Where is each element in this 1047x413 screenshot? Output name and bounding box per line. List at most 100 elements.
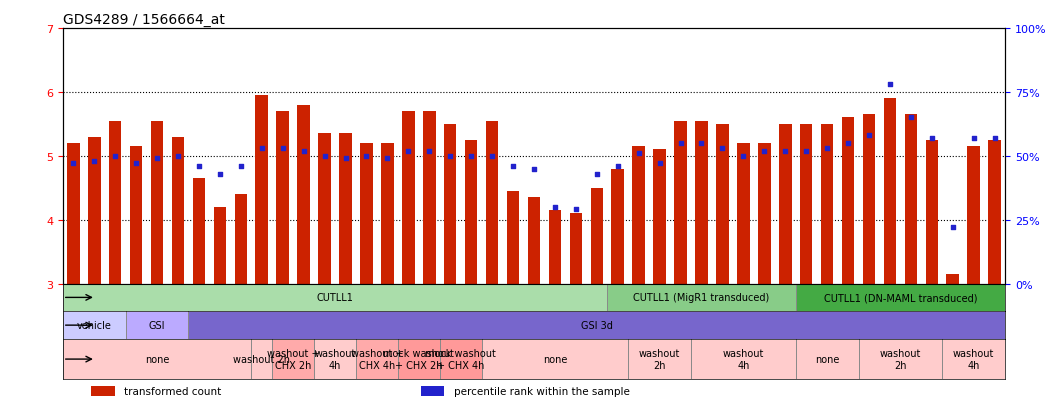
Bar (926, 140, 938, 284)
Bar (109, 121, 121, 284)
Text: CUTLL1 (MigR1 transduced): CUTLL1 (MigR1 transduced) (633, 293, 770, 303)
Bar (695, 121, 708, 284)
Point (735, 153, 752, 160)
Bar (172, 137, 184, 284)
Bar (967, 147, 980, 284)
Bar (486, 121, 498, 284)
Bar (360, 144, 373, 284)
Point (651, 161, 668, 167)
Point (923, 135, 940, 142)
Text: transformed count: transformed count (124, 386, 221, 396)
Text: washout 2h: washout 2h (233, 354, 290, 364)
Point (567, 206, 584, 213)
Point (672, 140, 689, 147)
Point (86, 158, 103, 165)
Text: washout +
CHX 4h: washout + CHX 4h (351, 349, 403, 370)
Bar (821, 124, 833, 284)
Point (819, 145, 836, 152)
Bar (251, 339, 272, 379)
Bar (737, 144, 750, 284)
Text: none: none (144, 354, 170, 364)
Bar (314, 339, 356, 379)
Point (107, 153, 124, 160)
Text: washout +
CHX 2h: washout + CHX 2h (267, 349, 319, 370)
Bar (905, 115, 917, 284)
Bar (632, 147, 645, 284)
Point (965, 135, 982, 142)
Bar (507, 191, 519, 284)
Point (463, 153, 480, 160)
Point (861, 133, 877, 139)
Bar (884, 99, 896, 284)
Point (714, 145, 731, 152)
Point (316, 153, 333, 160)
Point (128, 161, 144, 167)
Point (944, 224, 961, 231)
Text: GSI 3d: GSI 3d (581, 320, 612, 330)
Text: GDS4289 / 1566664_at: GDS4289 / 1566664_at (63, 12, 225, 26)
Point (232, 163, 249, 170)
Bar (591, 188, 603, 284)
Bar (607, 284, 796, 311)
Bar (67, 144, 80, 284)
Bar (758, 144, 771, 284)
Point (693, 140, 710, 147)
Point (400, 148, 417, 154)
Text: CUTLL1 (DN-MAML transduced): CUTLL1 (DN-MAML transduced) (824, 293, 977, 303)
Bar (440, 339, 482, 379)
Point (484, 153, 500, 160)
Bar (255, 96, 268, 284)
Bar (946, 274, 959, 284)
Text: none: none (542, 354, 567, 364)
Bar (674, 121, 687, 284)
Bar (691, 339, 796, 379)
Bar (193, 179, 205, 284)
Point (295, 148, 312, 154)
Point (274, 145, 291, 152)
Point (211, 171, 228, 178)
Point (986, 135, 1003, 142)
Bar (942, 339, 1005, 379)
Bar (63, 339, 251, 379)
Point (903, 115, 919, 121)
Bar (398, 339, 440, 379)
Point (882, 82, 898, 88)
Text: washout
2h: washout 2h (879, 349, 921, 370)
Bar (570, 214, 582, 284)
Bar (63, 284, 607, 311)
Bar (628, 339, 691, 379)
Point (756, 148, 773, 154)
Point (442, 153, 459, 160)
Bar (549, 211, 561, 284)
Point (358, 153, 375, 160)
Bar (381, 144, 394, 284)
Point (170, 153, 186, 160)
Point (798, 148, 815, 154)
Bar (859, 339, 942, 379)
Bar (796, 339, 859, 379)
Point (526, 166, 542, 172)
Bar (339, 134, 352, 284)
Bar (63, 311, 126, 339)
Bar (796, 284, 1005, 311)
Point (337, 156, 354, 162)
Bar (151, 121, 163, 284)
Point (630, 150, 647, 157)
Bar (356, 339, 398, 379)
Text: mock washout
+ CHX 4h: mock washout + CHX 4h (425, 349, 496, 370)
Bar (88, 137, 101, 284)
Text: percentile rank within the sample: percentile rank within the sample (453, 386, 629, 396)
Text: washout
2h: washout 2h (639, 349, 681, 370)
Point (253, 145, 270, 152)
Point (421, 148, 438, 154)
Point (65, 161, 82, 167)
Point (588, 171, 605, 178)
Text: washout
4h: washout 4h (953, 349, 995, 370)
Bar (528, 198, 540, 284)
Text: none: none (815, 354, 840, 364)
Bar (842, 118, 854, 284)
Bar (653, 150, 666, 284)
Bar (126, 311, 188, 339)
Bar (863, 115, 875, 284)
Bar (214, 207, 226, 284)
